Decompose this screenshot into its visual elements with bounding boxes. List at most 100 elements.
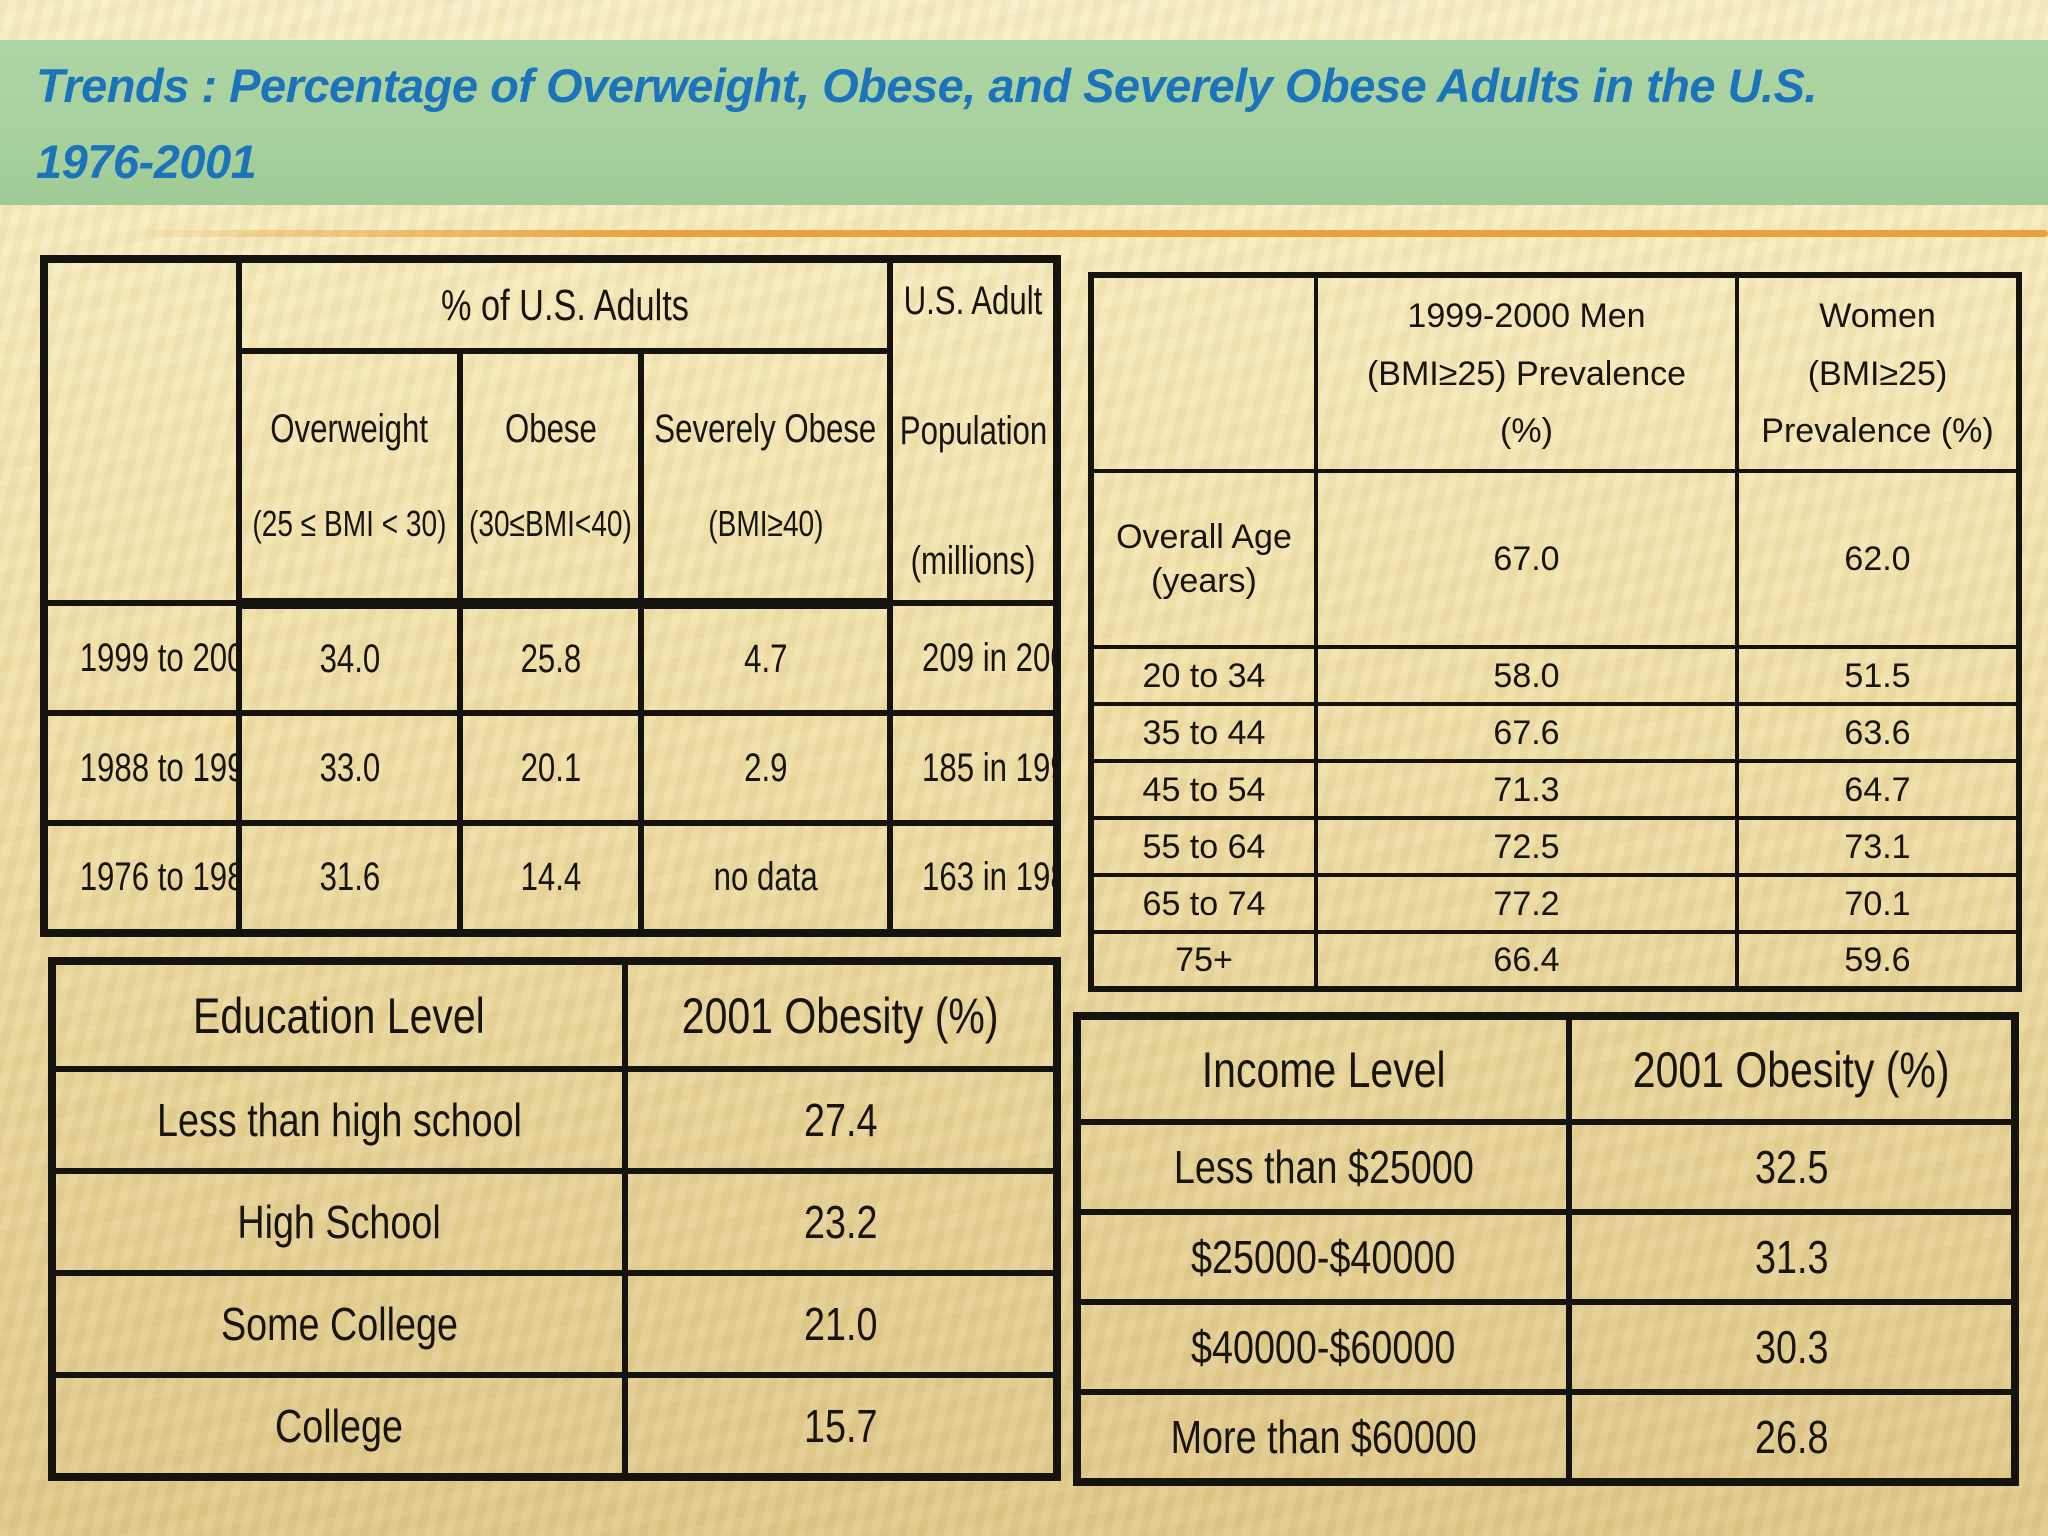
corner-blank-cell [1089,273,1318,473]
table-row: Income Level 2001 Obesity (%) [1074,1013,2018,1125]
table-cell: 33.0 [236,710,463,826]
period-label: 1976 to 1980 [79,855,233,899]
obesity-value-cell: 31.3 [1566,1209,2018,1305]
income-obesity-table: Income Level 2001 Obesity (%) Less than … [1073,1012,2019,1486]
population-value: 185 in 1990 [922,745,1051,790]
obesity-value: 21.0 [803,1298,878,1350]
obesity-value-cell: 23.2 [622,1168,1060,1276]
table-cell: 31.6 [236,820,463,936]
table-row: Less than $25000 32.5 [1074,1119,2018,1215]
obesity-header-cell: 2001 Obesity (%) [1566,1013,2018,1125]
age-group-cell: 55 to 64 [1089,816,1318,877]
obesity-value-cell: 32.5 [1566,1119,2018,1215]
men-value-cell: 67.0 [1314,469,1739,649]
population-header-line2: Population [899,409,1047,453]
age-group-cell: 75+ [1089,930,1318,991]
severely-obese-header-line2: (BMI≥40) [707,502,824,544]
corner-blank-cell [41,256,242,606]
table-row: $25000-$40000 31.3 [1074,1209,2018,1305]
income-level-label: $25000-$40000 [1191,1231,1456,1283]
table-row: Overall Age (years) 67.0 62.0 [1089,469,2021,649]
table-row: College 15.7 [49,1372,1060,1480]
table-row: 1999-2000 Men (BMI≥25) Prevalence (%) Wo… [1089,273,2021,473]
table-cell: 25.8 [457,600,644,716]
men-value-cell: 58.0 [1314,645,1739,706]
obesity-header-label: 2001 Obesity (%) [682,987,999,1044]
men-header-cell: 1999-2000 Men (BMI≥25) Prevalence (%) [1314,273,1739,473]
group-header-label: % of U.S. Adults [440,280,689,330]
obesity-value-cell: 21.0 [622,1270,1060,1378]
women-header-line2: (BMI≥25) [1807,354,1948,393]
period-label: 1988 to 1994 [79,745,233,790]
population-header-cell: U.S. Adult Population (millions) [887,256,1061,606]
severely-obese-value: no data [713,855,818,899]
overweight-value: 34.0 [319,636,380,681]
obese-value: 25.8 [520,636,581,681]
population-header-line1: U.S. Adult [903,279,1043,323]
population-value: 163 in 1980 [922,855,1051,899]
obesity-header-label: 2001 Obesity (%) [1633,1041,1950,1098]
obesity-value-cell: 30.3 [1566,1299,2018,1395]
obesity-value-cell: 27.4 [622,1066,1060,1174]
education-level-label: College [275,1399,403,1452]
table-row: 1988 to 1994 33.0 20.1 2.9 185 in 1990 [41,710,1061,826]
table-row: 1999 to 2000 34.0 25.8 4.7 209 in 2000 [41,600,1061,716]
age-prevalence-table: 1999-2000 Men (BMI≥25) Prevalence (%) Wo… [1088,272,2022,992]
divider-line [0,230,2048,237]
table-row: 65 to 74 77.2 70.1 [1089,873,2021,934]
obese-header-line2: (30≤BMI<40) [469,502,632,544]
women-value-cell: 70.1 [1735,873,2021,934]
income-level-cell: Less than $25000 [1074,1119,1572,1215]
page-title-line1: Trends : Percentage of Overweight, Obese… [36,59,1818,112]
overweight-header-cell: Overweight (25 ≤ BMI < 30) [236,348,463,609]
age-group-cell: 45 to 54 [1089,759,1318,820]
obesity-value: 15.7 [803,1399,878,1452]
table-row: 45 to 54 71.3 64.7 [1089,759,2021,820]
population-header-line3: (millions) [910,539,1036,583]
education-level-label: Less than high school [156,1094,522,1146]
table-row: Education Level 2001 Obesity (%) [49,958,1060,1072]
period-cell: 1999 to 2000 [41,600,242,716]
men-value-cell: 71.3 [1314,759,1739,820]
income-header-label: Income Level [1201,1041,1446,1098]
education-obesity-table: Education Level 2001 Obesity (%) Less th… [48,957,1061,1481]
severely-obese-header-cell: Severely Obese (BMI≥40) [637,348,894,609]
population-value: 209 in 2000 [922,635,1051,680]
title-band: Trends : Percentage of Overweight, Obese… [0,40,2048,205]
obesity-value: 32.5 [1754,1141,1829,1193]
table-row: 1976 to 1980 31.6 14.4 no data 163 in 19… [41,820,1061,936]
women-value-cell: 59.6 [1735,930,2021,991]
women-value-cell: 51.5 [1735,645,2021,706]
table-cell: 185 in 1990 [887,710,1061,826]
obese-value: 14.4 [520,855,581,899]
overweight-header-line1: Overweight [270,406,429,451]
table-row: More than $60000 26.8 [1074,1389,2018,1485]
period-cell: 1988 to 1994 [41,710,242,826]
table-row: Less than high school 27.4 [49,1066,1060,1174]
men-header-line1: 1999-2000 Men [1407,297,1646,335]
income-level-cell: More than $60000 [1074,1389,1572,1485]
obesity-value: 31.3 [1754,1231,1829,1283]
table-row: 20 to 34 58.0 51.5 [1089,645,2021,706]
men-header-line3: (%) [1500,412,1553,450]
table-row: $40000-$60000 30.3 [1074,1299,2018,1395]
bmi-trend-table: % of U.S. Adults U.S. Adult Population (… [40,255,1062,937]
income-level-cell: $25000-$40000 [1074,1209,1572,1305]
overweight-header-line2: (25 ≤ BMI < 30) [252,502,447,544]
women-value-cell: 63.6 [1735,702,2021,763]
men-header-line2: (BMI≥25) Prevalence [1366,354,1687,393]
severely-obese-value: 2.9 [743,745,788,790]
income-level-label: $40000-$60000 [1191,1321,1456,1373]
table-row: 35 to 44 67.6 63.6 [1089,702,2021,763]
education-level-label: Some College [220,1298,458,1350]
table-cell: 34.0 [236,600,463,716]
income-header-cell: Income Level [1074,1013,1572,1125]
obesity-value: 26.8 [1754,1410,1829,1463]
age-group-cell: 20 to 34 [1089,645,1318,706]
education-level-cell: Some College [49,1270,628,1378]
obese-value: 20.1 [520,745,581,790]
table-cell: no data [637,820,894,936]
women-value-cell: 73.1 [1735,816,2021,877]
obese-header-cell: Obese (30≤BMI<40) [457,348,644,609]
